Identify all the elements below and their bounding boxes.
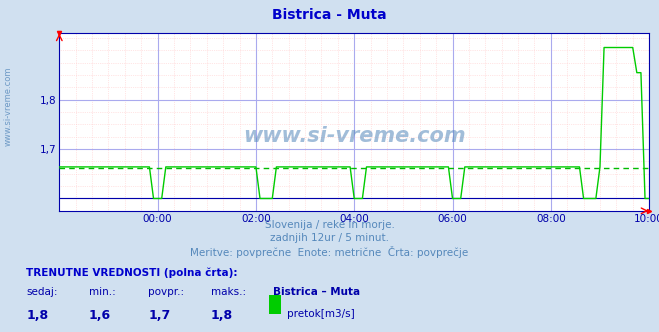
- Text: TRENUTNE VREDNOSTI (polna črta):: TRENUTNE VREDNOSTI (polna črta):: [26, 267, 238, 278]
- Text: 1,8: 1,8: [211, 309, 233, 322]
- Text: min.:: min.:: [89, 287, 116, 297]
- Text: 1,7: 1,7: [148, 309, 171, 322]
- Text: sedaj:: sedaj:: [26, 287, 58, 297]
- Text: 1,6: 1,6: [89, 309, 111, 322]
- Text: 1,8: 1,8: [26, 309, 49, 322]
- Text: Bistrica - Muta: Bistrica - Muta: [272, 8, 387, 22]
- Text: maks.:: maks.:: [211, 287, 246, 297]
- Text: www.si-vreme.com: www.si-vreme.com: [243, 126, 465, 146]
- Text: zadnjih 12ur / 5 minut.: zadnjih 12ur / 5 minut.: [270, 233, 389, 243]
- Text: Slovenija / reke in morje.: Slovenija / reke in morje.: [264, 220, 395, 230]
- Text: Bistrica – Muta: Bistrica – Muta: [273, 287, 360, 297]
- Text: pretok[m3/s]: pretok[m3/s]: [287, 309, 355, 319]
- Text: povpr.:: povpr.:: [148, 287, 185, 297]
- Text: www.si-vreme.com: www.si-vreme.com: [3, 66, 13, 146]
- Text: Meritve: povprečne  Enote: metrične  Črta: povprečje: Meritve: povprečne Enote: metrične Črta:…: [190, 246, 469, 258]
